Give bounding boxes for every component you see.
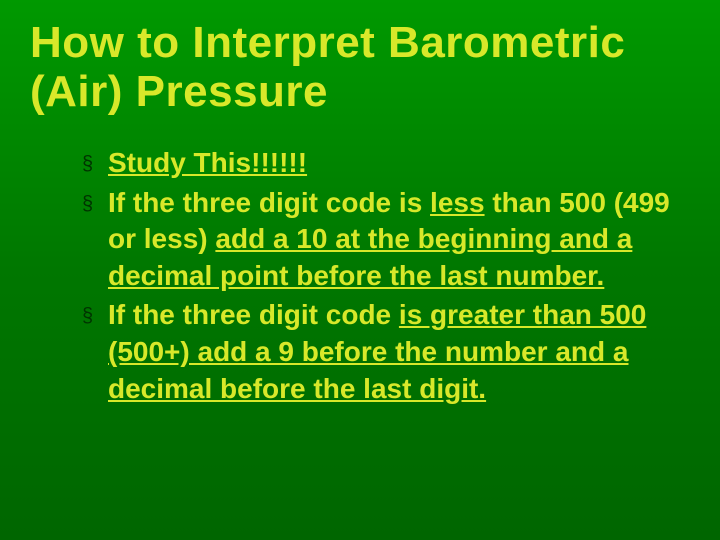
bullet-list: §Study This!!!!!!§If the three digit cod… (30, 145, 690, 409)
bullet-text: If the three digit code is less than 500… (108, 185, 690, 296)
bullet-marker: § (82, 297, 108, 335)
bullet-text: Study This!!!!!! (108, 145, 307, 182)
slide: How to Interpret Barometric (Air) Pressu… (0, 0, 720, 540)
list-item: §If the three digit code is less than 50… (82, 185, 690, 296)
slide-title: How to Interpret Barometric (Air) Pressu… (30, 18, 690, 117)
bullet-text: If the three digit code is greater than … (108, 297, 690, 408)
list-item: §If the three digit code is greater than… (82, 297, 690, 408)
bullet-marker: § (82, 145, 108, 183)
list-item: §Study This!!!!!! (82, 145, 690, 183)
bullet-marker: § (82, 185, 108, 223)
